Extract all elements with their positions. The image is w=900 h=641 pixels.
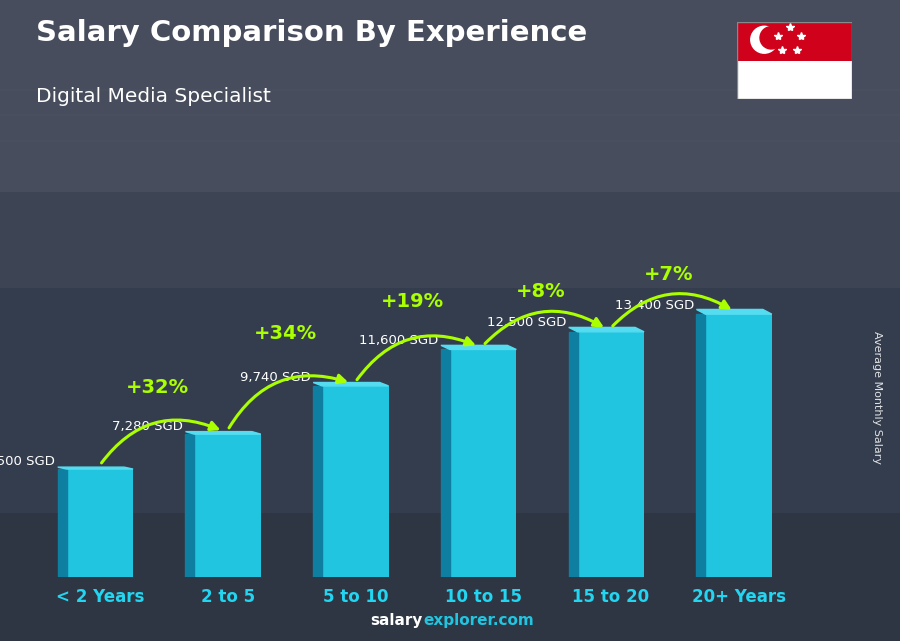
Polygon shape <box>697 314 706 577</box>
Polygon shape <box>313 383 389 386</box>
Polygon shape <box>185 434 194 577</box>
Bar <box>706 314 772 577</box>
Bar <box>736 61 852 99</box>
Bar <box>67 469 133 577</box>
Bar <box>736 22 852 61</box>
Bar <box>194 434 261 577</box>
Polygon shape <box>441 345 517 349</box>
Polygon shape <box>697 310 772 314</box>
Circle shape <box>751 26 778 53</box>
Text: 7,280 SGD: 7,280 SGD <box>112 420 183 433</box>
Polygon shape <box>569 332 578 577</box>
Bar <box>322 386 389 577</box>
Bar <box>0 0 900 288</box>
Polygon shape <box>313 386 322 577</box>
Polygon shape <box>569 328 644 332</box>
Text: Average Monthly Salary: Average Monthly Salary <box>872 331 883 464</box>
Text: Digital Media Specialist: Digital Media Specialist <box>36 87 271 106</box>
Text: +32%: +32% <box>126 378 189 397</box>
Bar <box>0 513 900 641</box>
Text: 5,500 SGD: 5,500 SGD <box>0 455 55 468</box>
Bar <box>450 349 517 577</box>
Text: salary: salary <box>371 613 423 628</box>
Text: Salary Comparison By Experience: Salary Comparison By Experience <box>36 19 587 47</box>
Text: +19%: +19% <box>382 292 445 312</box>
Polygon shape <box>441 349 450 577</box>
Text: 13,400 SGD: 13,400 SGD <box>615 299 694 312</box>
Text: 11,600 SGD: 11,600 SGD <box>359 334 438 347</box>
Text: explorer.com: explorer.com <box>423 613 534 628</box>
Polygon shape <box>58 467 133 469</box>
Text: +7%: +7% <box>644 265 693 283</box>
Text: 12,500 SGD: 12,500 SGD <box>487 317 566 329</box>
Text: +34%: +34% <box>254 324 317 343</box>
Text: 9,740 SGD: 9,740 SGD <box>240 371 310 384</box>
Text: +8%: +8% <box>516 282 565 301</box>
Circle shape <box>760 27 782 49</box>
Polygon shape <box>185 431 261 434</box>
Polygon shape <box>58 469 67 577</box>
Bar <box>0 0 900 192</box>
Bar <box>578 332 644 577</box>
